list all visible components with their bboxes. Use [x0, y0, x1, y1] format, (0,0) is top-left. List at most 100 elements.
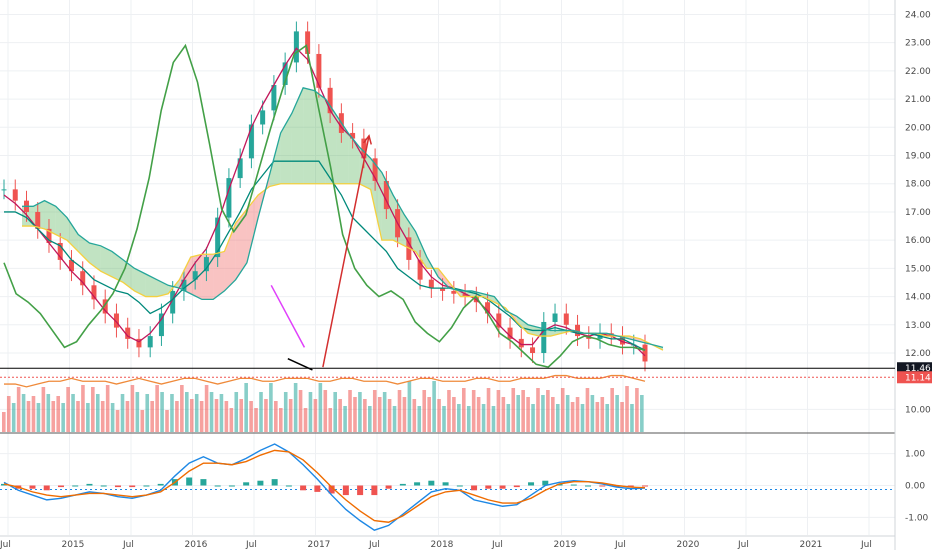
macd-tick-label: 0.00 — [905, 482, 925, 492]
macd-histogram-bar — [585, 485, 592, 487]
volume-bar — [338, 399, 342, 432]
macd-histogram-bar — [157, 483, 164, 486]
cloud-segment — [66, 217, 79, 252]
candle-body — [248, 124, 254, 159]
time-tick-label: Jul — [368, 540, 380, 550]
macd-histogram-bar — [214, 485, 221, 487]
volume-bar — [278, 408, 283, 432]
reference-price-tag-bg — [897, 371, 932, 384]
volume-bar — [323, 390, 328, 432]
cloud-segment — [44, 200, 56, 235]
volume-bar — [189, 399, 194, 432]
volume-bar — [437, 399, 441, 432]
candle-layer — [1, 21, 648, 372]
price-tick-label: 19.00 — [905, 152, 931, 162]
volume-bar — [590, 395, 595, 432]
volume-bar — [110, 403, 115, 432]
series-line-volume-ma — [4, 374, 646, 388]
volume-bar — [56, 396, 61, 432]
candle-body — [102, 299, 108, 314]
macd-histogram-bar — [328, 485, 335, 494]
price-tick-label: 10.00 — [905, 405, 931, 415]
candle-body — [462, 293, 468, 297]
time-tick-label: Jul — [122, 540, 134, 550]
volume-bar — [452, 397, 456, 432]
volume-bar — [615, 395, 619, 432]
volume-bar — [303, 408, 308, 432]
candle-body — [451, 290, 457, 294]
volume-bar — [397, 390, 402, 432]
macd-histogram-bar — [357, 485, 364, 496]
macd-histogram-bar — [456, 485, 463, 487]
volume-bar — [363, 399, 367, 432]
candle-body — [80, 271, 86, 286]
time-tick-label: 2019 — [554, 540, 577, 550]
cloud-segment — [246, 195, 259, 263]
macd-histogram-bar — [414, 482, 421, 486]
volume-bar — [115, 410, 120, 432]
cloud-segment — [213, 251, 225, 300]
annotation-trend-line[interactable] — [287, 357, 313, 371]
annotation-trend-line[interactable] — [270, 284, 306, 348]
volume-bar — [333, 392, 337, 432]
macd-histogram-bar — [570, 484, 577, 486]
cloud-segment — [415, 231, 427, 269]
volume-bar — [368, 406, 372, 432]
volume-bar — [46, 394, 51, 432]
volume-bar — [51, 401, 56, 432]
volume-bar — [16, 387, 21, 432]
price-tick-label: 18.00 — [905, 180, 931, 190]
volume-bar — [432, 381, 436, 432]
volume-bar — [224, 401, 229, 432]
candle-body — [237, 158, 243, 179]
macd-tick-label: 1.00 — [905, 450, 925, 460]
cloud-segment — [235, 209, 247, 280]
cloud-segment — [303, 87, 315, 184]
volume-bar — [417, 406, 422, 432]
volume-bar — [105, 385, 110, 432]
volume-bar — [145, 394, 150, 432]
candle-body — [12, 189, 18, 201]
last-price-tag-bg — [897, 362, 932, 375]
macd-histogram-bar — [599, 485, 606, 487]
annotation-arrow[interactable] — [322, 135, 370, 368]
macd-histogram-bar — [613, 485, 620, 488]
volume-bar — [269, 383, 273, 432]
time-tick-label: Jul — [491, 540, 503, 550]
macd-tick-label: -1.00 — [905, 513, 929, 523]
candle-body — [1, 189, 7, 191]
time-tick-label: Jul — [245, 540, 257, 550]
macd-histogram-bar — [72, 485, 79, 487]
volume-bar — [288, 399, 293, 432]
volume-bar — [476, 397, 481, 432]
macd-layer — [0, 443, 895, 531]
volume-bar — [86, 403, 90, 432]
macd-histogram-bar — [243, 482, 250, 486]
time-tick-label: 2018 — [431, 540, 454, 550]
volume-bar — [511, 388, 516, 432]
price-tick-label: 21.00 — [905, 95, 931, 105]
volume-bar — [343, 406, 347, 432]
volume-bar — [293, 383, 298, 432]
volume-bar — [264, 399, 268, 432]
volume-bar — [546, 390, 550, 432]
candle-body — [428, 279, 434, 289]
candle-body — [293, 31, 299, 63]
volume-bar — [491, 406, 496, 432]
candle-body — [158, 313, 164, 337]
candle-body — [215, 217, 221, 258]
volume-bar — [66, 387, 70, 432]
time-tick-label: 2015 — [62, 540, 85, 550]
cloud-segment — [134, 268, 146, 297]
candle-body — [642, 344, 648, 362]
volume-bar — [76, 401, 80, 432]
volume-bar — [635, 388, 639, 432]
cloud-segment — [111, 251, 124, 283]
candle-body — [57, 242, 63, 260]
volume-bar — [526, 397, 530, 432]
time-tick-label: Jul — [0, 540, 11, 550]
price-tick-label: 24.00 — [905, 10, 931, 20]
macd-line-signal — [3, 449, 646, 523]
